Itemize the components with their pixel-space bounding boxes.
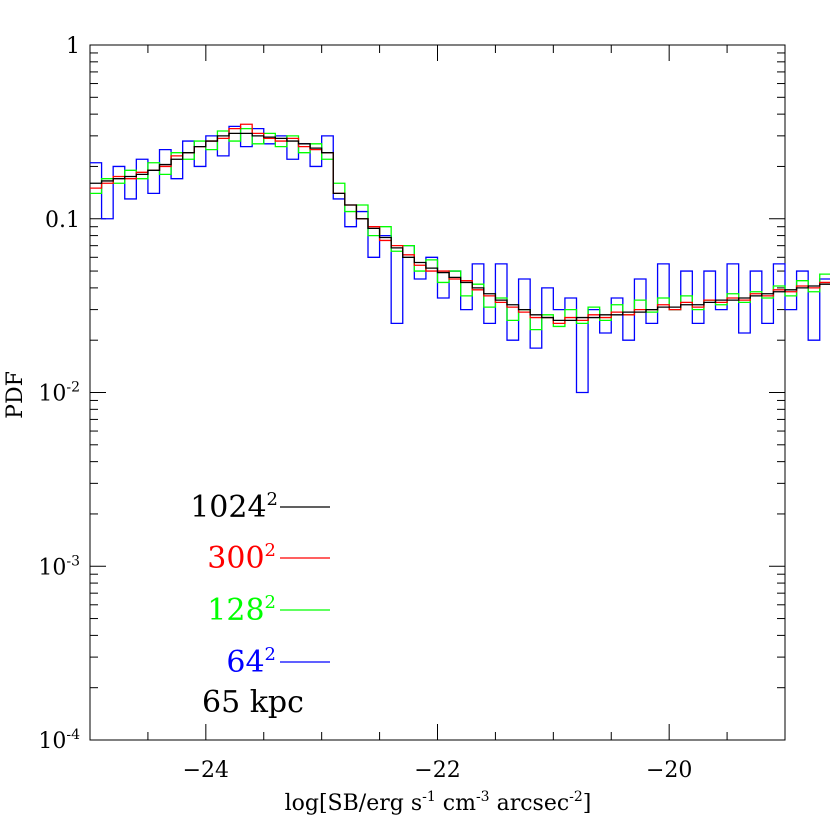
tick-labels: −24 −22 −20 1 0.1 10-2 10-3 10-4: [38, 34, 692, 783]
series-line-1024: [90, 132, 830, 322]
y-tick-label: 10-3: [38, 553, 80, 580]
axis-labels: log[SB/erg s-1 cm-3 arcsec-2] PDF: [3, 371, 591, 816]
legend: 10242 3002 1282 642 65 kpc: [190, 489, 330, 720]
series-group: [90, 123, 830, 394]
y-axis-label: PDF: [3, 371, 28, 419]
series-line-64: [90, 125, 830, 394]
x-axis-label: log[SB/erg s-1 cm-3 arcsec-2]: [285, 789, 592, 816]
y-tick-label: 10-2: [38, 380, 80, 407]
legend-label: 10242: [190, 489, 278, 525]
axis-ticks: [89, 44, 786, 741]
series-line-128: [90, 128, 830, 331]
x-tick-label: −22: [414, 758, 460, 783]
y-tick-label: 0.1: [45, 208, 80, 233]
annotation-label: 65 kpc: [202, 685, 304, 720]
x-tick-label: −20: [646, 758, 692, 783]
y-tick-label: 1: [66, 34, 80, 59]
legend-label: 642: [226, 644, 276, 680]
y-tick-label: 10-4: [38, 727, 80, 754]
x-tick-label: −24: [183, 758, 229, 783]
legend-label: 3002: [207, 540, 276, 576]
legend-label: 1282: [207, 592, 276, 628]
series-line-300: [90, 123, 830, 325]
